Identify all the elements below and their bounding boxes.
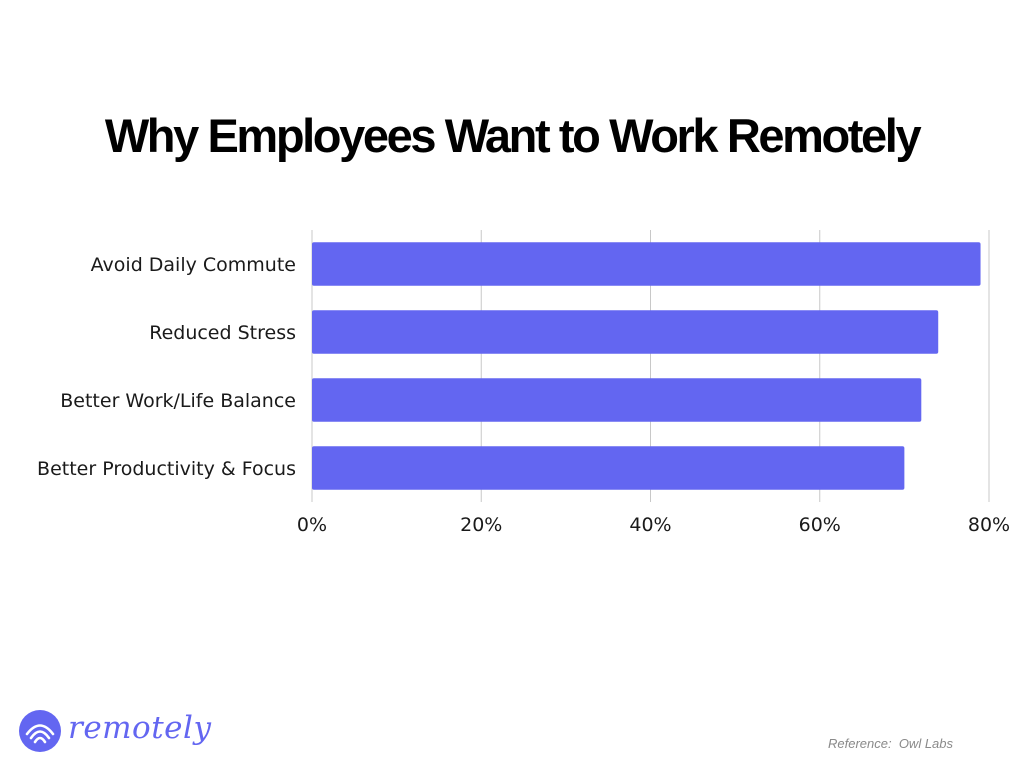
bar bbox=[312, 242, 981, 286]
category-labels: Avoid Daily Commute Reduced Stress Better … bbox=[37, 254, 296, 480]
reference-note: Reference: Owl Labs bbox=[828, 736, 954, 751]
category-label: Reduced Stress bbox=[149, 322, 296, 344]
category-label: Better Work/Life Balance bbox=[60, 390, 296, 412]
bars bbox=[312, 242, 981, 490]
x-tick-label: 40% bbox=[629, 514, 671, 536]
category-label: Avoid Daily Commute bbox=[91, 254, 296, 276]
x-tick-label: 0% bbox=[297, 514, 327, 536]
bar bbox=[312, 446, 905, 490]
x-tick-label: 80% bbox=[968, 514, 1010, 536]
x-tick-label: 20% bbox=[460, 514, 502, 536]
bar bbox=[312, 310, 939, 354]
brand-name: remotely bbox=[68, 710, 212, 746]
remotely-logo-icon bbox=[19, 710, 61, 752]
x-tick-labels: 0% 20% 40% 60% 80% bbox=[297, 514, 1010, 536]
bar bbox=[312, 378, 922, 422]
x-tick-label: 60% bbox=[799, 514, 841, 536]
brand-logo: remotely bbox=[18, 708, 211, 754]
chart-title: Why Employees Want to Work Remotely bbox=[104, 109, 922, 162]
category-label: Better Productivity & Focus bbox=[37, 458, 296, 480]
